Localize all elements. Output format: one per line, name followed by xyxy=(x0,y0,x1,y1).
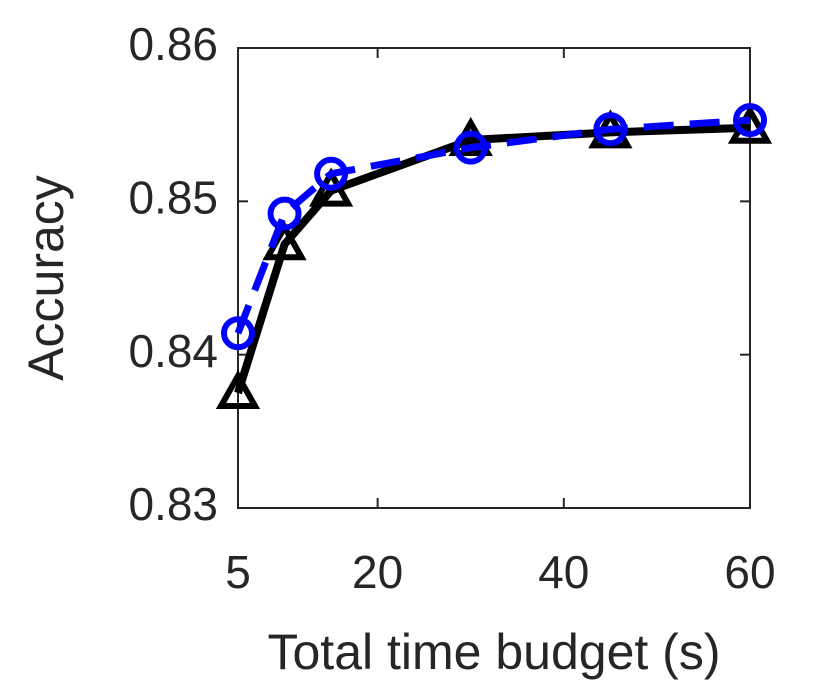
triangle-marker xyxy=(215,369,261,409)
x-tick-label: 40 xyxy=(538,546,589,598)
y-tick-label: 0.86 xyxy=(128,18,218,70)
series-line xyxy=(234,123,751,395)
circle-marker xyxy=(221,316,255,351)
x-tick-label: 60 xyxy=(724,546,775,598)
x-axis-label: Total time budget (s) xyxy=(268,624,721,680)
x-tick-label: 5 xyxy=(225,546,251,598)
circle-marker xyxy=(267,196,302,231)
y-tick-label: 0.85 xyxy=(128,171,218,223)
circle-marker xyxy=(453,130,488,165)
y-tick-label: 0.84 xyxy=(128,325,218,377)
circle-marker xyxy=(593,112,628,147)
triangle-marker xyxy=(308,167,354,207)
circle-marker xyxy=(314,156,349,191)
plot-frame xyxy=(237,47,751,509)
series-line xyxy=(234,116,751,335)
x-tick-label: 20 xyxy=(352,546,403,598)
y-tick-label: 0.83 xyxy=(128,478,218,530)
triangle-marker xyxy=(727,104,773,144)
y-axis-label: Accuracy xyxy=(18,175,74,381)
circle-marker xyxy=(733,103,767,138)
